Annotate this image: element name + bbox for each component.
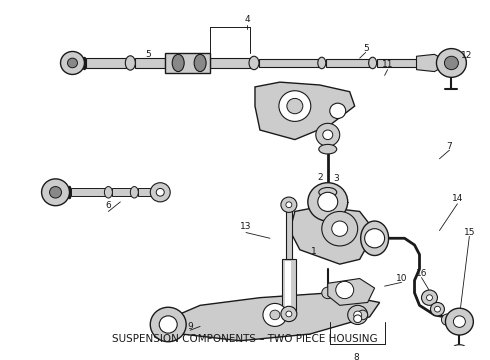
Bar bbox=[286, 207, 292, 259]
Circle shape bbox=[61, 51, 84, 75]
Circle shape bbox=[453, 316, 465, 327]
Circle shape bbox=[281, 306, 297, 321]
Text: 7: 7 bbox=[446, 142, 452, 151]
Polygon shape bbox=[255, 82, 355, 140]
Circle shape bbox=[323, 130, 333, 140]
Polygon shape bbox=[328, 279, 375, 305]
Bar bbox=[377, 59, 416, 67]
Circle shape bbox=[441, 314, 453, 325]
Circle shape bbox=[68, 58, 77, 68]
Circle shape bbox=[336, 282, 354, 299]
Text: 2: 2 bbox=[317, 174, 322, 183]
Circle shape bbox=[263, 303, 287, 327]
Circle shape bbox=[435, 306, 441, 312]
Bar bbox=[135, 58, 165, 68]
Text: 10: 10 bbox=[396, 274, 407, 283]
Text: 16: 16 bbox=[416, 269, 427, 278]
Text: SUSPENSION COMPONENTS – TWO PIECE HOUSING: SUSPENSION COMPONENTS – TWO PIECE HOUSIN… bbox=[112, 334, 378, 344]
Circle shape bbox=[49, 186, 62, 198]
Bar bbox=[285, 261, 291, 310]
Circle shape bbox=[286, 202, 292, 208]
Circle shape bbox=[431, 302, 444, 316]
Bar bbox=[165, 53, 210, 73]
Bar bbox=[112, 188, 132, 196]
Text: 5: 5 bbox=[363, 44, 368, 53]
Bar bbox=[282, 259, 296, 312]
Ellipse shape bbox=[368, 57, 377, 69]
Circle shape bbox=[318, 192, 338, 211]
Text: 14: 14 bbox=[452, 194, 463, 203]
Circle shape bbox=[322, 287, 334, 299]
Text: 6: 6 bbox=[105, 201, 111, 210]
Circle shape bbox=[426, 295, 433, 301]
Polygon shape bbox=[416, 54, 449, 72]
Ellipse shape bbox=[319, 144, 337, 154]
Circle shape bbox=[332, 221, 348, 237]
Ellipse shape bbox=[104, 186, 112, 198]
Circle shape bbox=[358, 310, 368, 320]
Text: 3: 3 bbox=[333, 174, 339, 183]
Ellipse shape bbox=[194, 54, 206, 72]
Ellipse shape bbox=[453, 345, 465, 350]
Ellipse shape bbox=[125, 56, 135, 70]
Circle shape bbox=[270, 310, 280, 320]
Circle shape bbox=[437, 49, 466, 77]
Circle shape bbox=[279, 91, 311, 121]
Text: 15: 15 bbox=[464, 228, 475, 237]
Ellipse shape bbox=[318, 57, 326, 69]
Bar bbox=[326, 59, 370, 67]
Ellipse shape bbox=[319, 188, 337, 197]
Text: 13: 13 bbox=[240, 222, 252, 231]
Circle shape bbox=[316, 123, 340, 146]
Circle shape bbox=[421, 290, 438, 305]
Ellipse shape bbox=[130, 186, 138, 198]
Polygon shape bbox=[290, 207, 375, 264]
Circle shape bbox=[445, 308, 473, 335]
Circle shape bbox=[354, 311, 362, 319]
Text: 8: 8 bbox=[354, 352, 360, 360]
Ellipse shape bbox=[172, 54, 184, 72]
Text: 12: 12 bbox=[461, 51, 472, 60]
Circle shape bbox=[308, 183, 348, 221]
Ellipse shape bbox=[249, 56, 259, 70]
Circle shape bbox=[348, 305, 368, 324]
Text: 4: 4 bbox=[244, 15, 250, 24]
Circle shape bbox=[42, 179, 70, 206]
Polygon shape bbox=[162, 293, 380, 341]
Circle shape bbox=[156, 188, 164, 196]
Circle shape bbox=[281, 197, 297, 212]
Circle shape bbox=[286, 311, 292, 317]
Text: 11: 11 bbox=[382, 60, 393, 69]
Circle shape bbox=[322, 211, 358, 246]
Circle shape bbox=[354, 315, 362, 323]
Text: 1: 1 bbox=[311, 247, 317, 256]
Circle shape bbox=[287, 98, 303, 114]
Circle shape bbox=[365, 229, 385, 248]
Circle shape bbox=[444, 56, 458, 70]
Circle shape bbox=[150, 183, 170, 202]
Bar bbox=[86, 58, 126, 68]
Circle shape bbox=[330, 103, 346, 118]
Ellipse shape bbox=[361, 221, 389, 256]
Bar bbox=[138, 188, 158, 196]
Text: 9: 9 bbox=[187, 322, 193, 331]
Text: 5: 5 bbox=[146, 50, 151, 59]
Bar bbox=[210, 58, 250, 68]
Circle shape bbox=[159, 316, 177, 333]
Circle shape bbox=[150, 307, 186, 342]
Bar bbox=[72, 188, 106, 196]
Bar bbox=[259, 59, 319, 67]
